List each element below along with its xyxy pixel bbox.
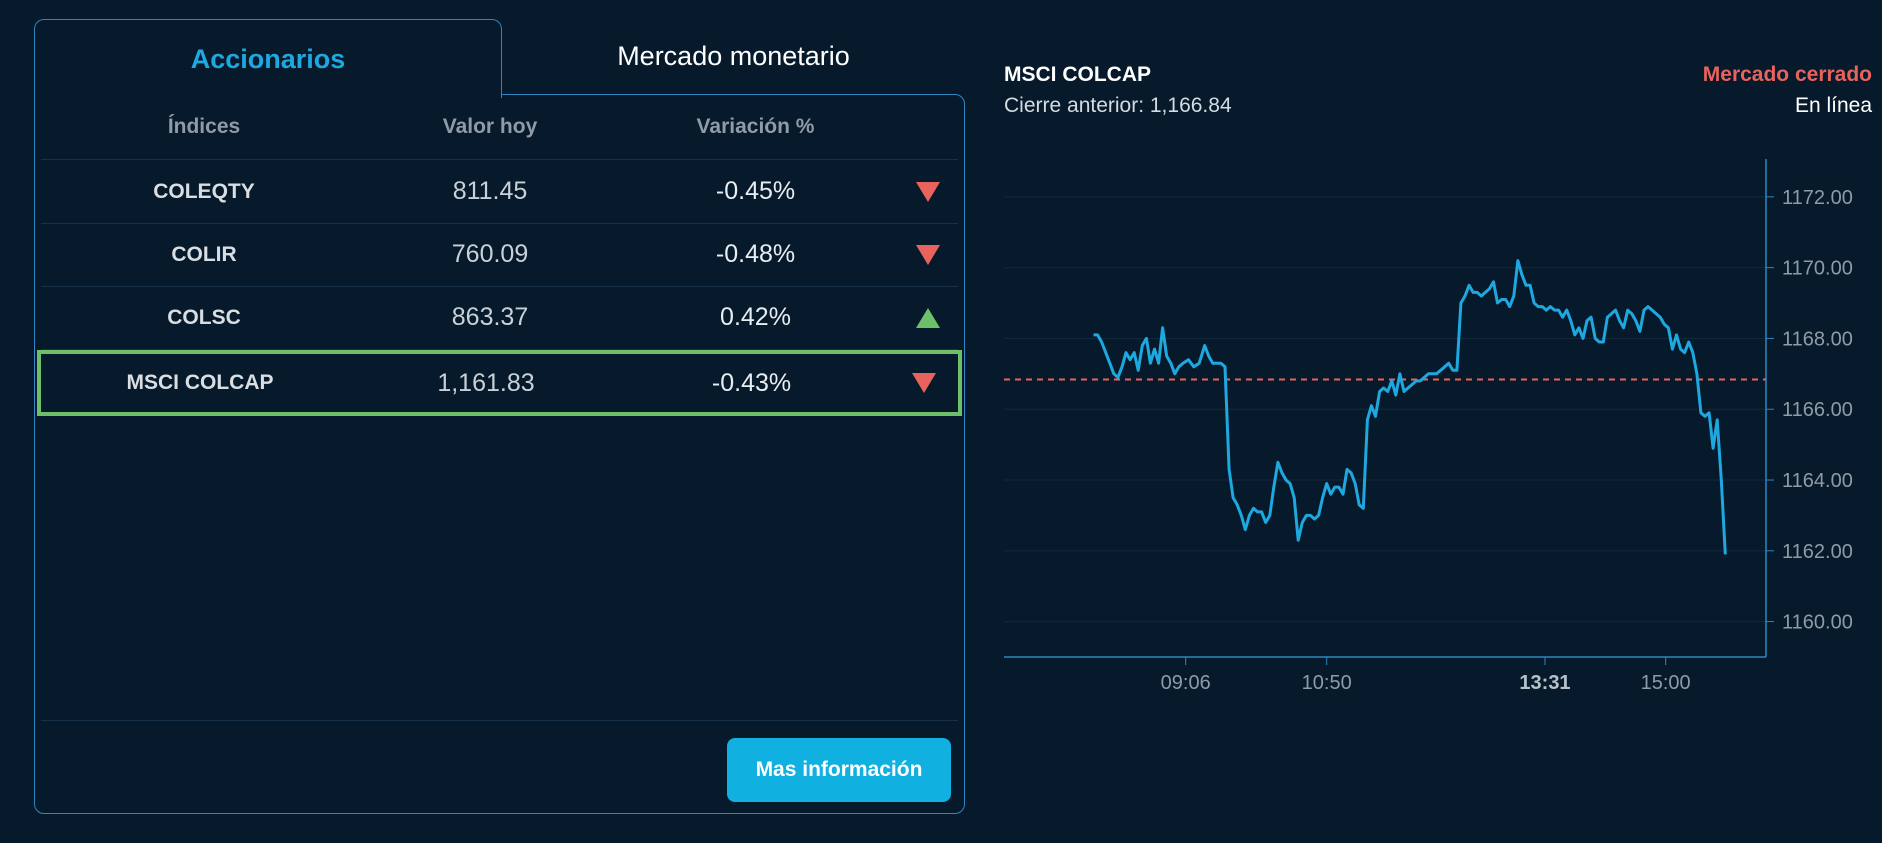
tab-mercado-monetario[interactable]: Mercado monetario [617, 41, 850, 71]
more-info-button[interactable]: Mas información [727, 738, 951, 802]
x-tick-label: 15:00 [1641, 672, 1691, 694]
index-name: COLSC [167, 305, 241, 329]
down-arrow-icon [898, 160, 958, 223]
y-tick-label: 1172.00 [1782, 187, 1853, 209]
table-row[interactable]: COLEQTY 811.45 -0.45% [41, 160, 958, 224]
y-tick-label: 1170.00 [1782, 258, 1853, 280]
index-value: 760.09 [451, 240, 529, 268]
y-tick-label: 1160.00 [1782, 612, 1853, 634]
tab-accionarios[interactable]: Accionarios [34, 19, 502, 98]
previous-close: Cierre anterior: 1,166.84 [1004, 94, 1232, 117]
down-arrow-icon [894, 354, 954, 412]
index-name: COLIR [171, 242, 237, 266]
x-tick-label: 13:31 [1519, 672, 1570, 694]
header-indices: Índices [167, 115, 241, 138]
down-arrow-icon [898, 223, 958, 286]
table-header: Índices Valor hoy Variación % [41, 95, 958, 160]
index-change: -0.48% [715, 240, 796, 268]
index-name: COLEQTY [153, 179, 255, 203]
y-tick-label: 1168.00 [1782, 328, 1853, 350]
index-value: 1,161.83 [437, 368, 535, 397]
header-variacion: Variación % [696, 115, 815, 138]
index-change: 0.42% [720, 303, 791, 331]
up-arrow-icon [898, 286, 958, 349]
panel-divider [41, 720, 958, 721]
y-tick-label: 1162.00 [1782, 541, 1853, 563]
series-line [1093, 259, 1727, 555]
index-change: -0.45% [715, 177, 796, 205]
index-name: MSCI COLCAP [126, 371, 274, 394]
index-change: -0.43% [711, 368, 792, 397]
x-tick-label: 09:06 [1161, 672, 1211, 694]
index-value: 811.45 [452, 177, 528, 205]
online-status: En línea [1794, 94, 1872, 117]
y-tick-label: 1164.00 [1782, 470, 1853, 492]
market-tabs: Accionarios Mercado monetario [34, 19, 967, 98]
y-tick-label: 1166.00 [1782, 399, 1853, 421]
triangle-up-icon [916, 307, 940, 328]
index-value: 863.37 [451, 303, 529, 331]
table-row[interactable]: COLIR 760.09 -0.48% [41, 223, 958, 287]
header-valor-hoy: Valor hoy [442, 115, 538, 138]
triangle-down-icon [916, 244, 940, 265]
triangle-down-icon [912, 373, 936, 393]
triangle-down-icon [916, 181, 940, 202]
table-row[interactable]: MSCI COLCAP 1,161.83 -0.43% [37, 350, 962, 416]
x-tick-label: 10:50 [1302, 672, 1352, 694]
chart-title: MSCI COLCAP [1004, 63, 1151, 86]
market-status: Mercado cerrado [1702, 63, 1872, 86]
table-row[interactable]: COLSC 863.37 0.42% [41, 286, 958, 350]
